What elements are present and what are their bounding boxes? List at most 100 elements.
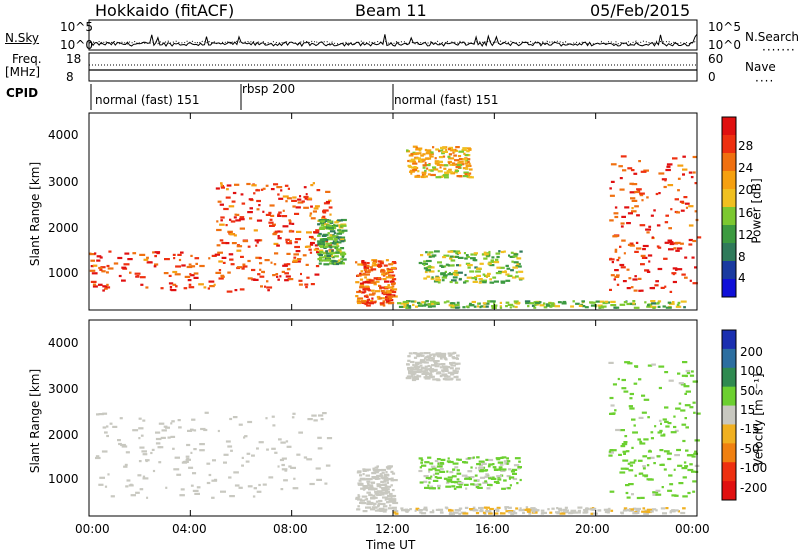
heatmap-cell xyxy=(323,251,328,254)
heatmap-cell xyxy=(407,355,411,358)
heatmap-cell xyxy=(453,273,459,276)
heatmap-cell xyxy=(623,390,629,393)
heatmap-cell xyxy=(613,212,619,215)
heatmap-cell xyxy=(366,480,371,483)
heatmap-region xyxy=(609,155,702,293)
heatmap-cell xyxy=(415,352,422,355)
heatmap-cell xyxy=(677,372,681,375)
heatmap-cell xyxy=(479,476,486,479)
heatmap-region xyxy=(95,411,333,499)
heatmap-cell xyxy=(644,475,648,478)
heatmap-cell xyxy=(239,288,245,291)
colorbar-swatch xyxy=(722,261,736,280)
heatmap-cell xyxy=(230,449,233,452)
heatmap-cell xyxy=(430,302,436,305)
heatmap-cell xyxy=(682,173,685,176)
heatmap-cell xyxy=(92,264,98,267)
heatmap-cell xyxy=(623,252,626,255)
heatmap-cell xyxy=(251,184,257,187)
heatmap-cell xyxy=(266,280,269,283)
heatmap-cell xyxy=(550,304,555,307)
heatmap-cell xyxy=(241,456,244,459)
heatmap-cell xyxy=(442,150,448,153)
heatmap-cell xyxy=(439,264,443,267)
heatmap-cell xyxy=(308,197,312,200)
heatmap-cell xyxy=(259,268,262,271)
heatmap-cell xyxy=(647,254,653,257)
heatmap-cell xyxy=(595,300,600,303)
heatmap-cell xyxy=(608,361,614,364)
heatmap-cell xyxy=(664,420,669,423)
heatmap-cell xyxy=(325,464,331,467)
heatmap-cell xyxy=(533,306,537,309)
heatmap-cell xyxy=(566,509,569,512)
heatmap-cell xyxy=(223,453,229,456)
heatmap-cell xyxy=(421,158,426,161)
heatmap-cell xyxy=(425,251,428,254)
heatmap-cell xyxy=(190,451,193,454)
heatmap-cell xyxy=(438,149,444,152)
heatmap-cell xyxy=(386,300,390,303)
heatmap-cell xyxy=(247,245,251,248)
heatmap-cell xyxy=(466,255,470,259)
heatmap-cell xyxy=(337,250,342,253)
heatmap-cell xyxy=(438,355,444,358)
heatmap-cell xyxy=(634,275,637,278)
heatmap-region xyxy=(608,361,701,500)
heatmap-cell xyxy=(500,456,504,459)
heatmap-cell xyxy=(694,380,698,383)
heatmap-cell xyxy=(672,273,675,276)
heatmap-cell xyxy=(657,431,662,434)
heatmap-cell xyxy=(452,151,455,154)
heatmap-cell xyxy=(624,206,630,209)
heatmap-cell xyxy=(659,449,664,452)
heatmap-cell xyxy=(672,280,677,284)
heatmap-cell xyxy=(449,302,456,305)
heatmap-cell xyxy=(424,270,428,274)
heatmap-cell xyxy=(302,254,307,257)
heatmap-cell xyxy=(256,219,263,222)
heatmap-cell xyxy=(637,438,641,441)
heatmap-cell xyxy=(667,457,672,461)
heatmap-cell xyxy=(390,479,394,482)
nsky-line xyxy=(88,33,698,48)
heatmap-cell xyxy=(253,487,257,490)
heatmap-cell xyxy=(447,264,450,267)
heatmap-cell xyxy=(448,168,452,171)
heatmap-cell xyxy=(272,223,276,226)
heatmap-cell xyxy=(518,270,524,273)
heatmap-cell xyxy=(467,457,471,460)
heatmap-cell xyxy=(503,250,506,253)
heatmap-cell xyxy=(622,280,627,283)
heatmap-cell xyxy=(625,491,629,495)
heatmap-cell xyxy=(236,245,243,248)
heatmap-cell xyxy=(658,386,662,390)
heatmap-cell xyxy=(217,200,222,203)
heatmap-cell xyxy=(384,498,387,501)
velocity-colorbar xyxy=(721,329,737,501)
heatmap-cell xyxy=(120,443,126,447)
heatmap-cell xyxy=(280,488,284,491)
heatmap-cell xyxy=(495,252,501,255)
heatmap-cell xyxy=(608,454,613,457)
heatmap-cell xyxy=(303,186,307,189)
heatmap-cell xyxy=(206,481,211,485)
heatmap-cell xyxy=(416,375,422,378)
heatmap-cell xyxy=(338,262,343,265)
heatmap-cell xyxy=(461,474,468,477)
heatmap-cell xyxy=(247,211,253,214)
cpid-segment-1: normal (fast) 151 xyxy=(95,93,200,107)
heatmap-cell xyxy=(125,451,130,454)
heatmap-cell xyxy=(315,265,320,268)
heatmap-cell xyxy=(209,285,215,288)
heatmap-cell xyxy=(155,431,161,434)
heatmap-cell xyxy=(327,220,333,223)
heatmap-cell xyxy=(359,501,363,504)
heatmap-cell xyxy=(171,420,175,423)
heatmap-cell xyxy=(391,262,394,265)
heatmap-cell xyxy=(284,279,289,282)
heatmap-cell xyxy=(647,304,650,307)
heatmap-cell xyxy=(515,275,519,278)
heatmap-cell xyxy=(231,242,237,245)
heatmap-cell xyxy=(368,488,373,491)
